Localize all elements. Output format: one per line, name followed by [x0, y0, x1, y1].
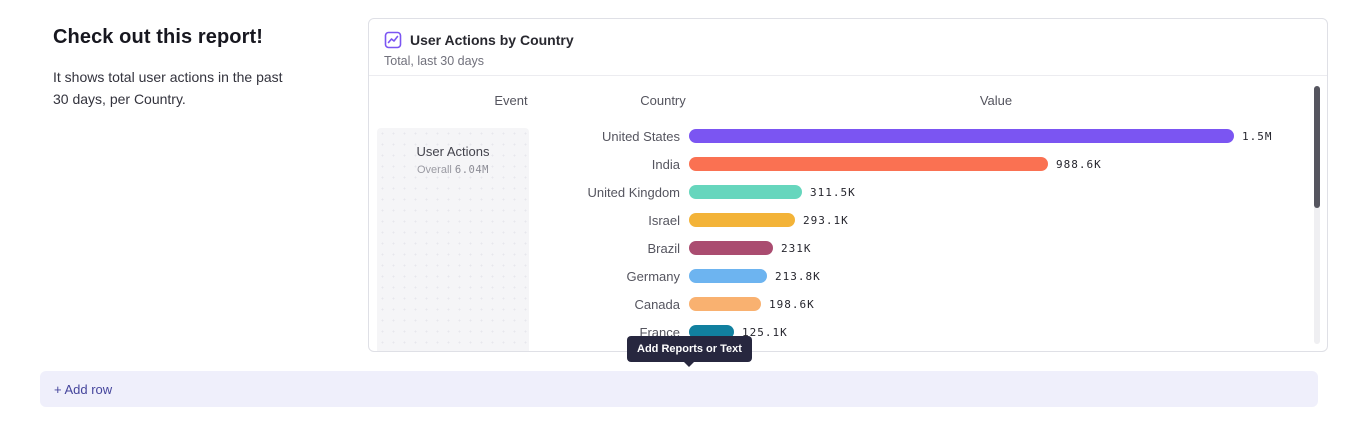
- value-label: 988.6K: [1056, 157, 1102, 171]
- value-bar[interactable]: [689, 157, 1048, 171]
- chart-row: India 988.6K: [529, 150, 1307, 178]
- scrollbar-track[interactable]: [1314, 86, 1320, 344]
- add-row-label: + Add row: [54, 381, 113, 397]
- report-title: User Actions by Country: [410, 32, 574, 48]
- country-label: United Kingdom: [587, 184, 681, 200]
- event-name: User Actions: [416, 144, 490, 159]
- add-reports-tooltip: Add Reports or Text: [627, 336, 752, 362]
- country-label: India: [651, 156, 680, 172]
- value-label: 311.5K: [810, 185, 856, 199]
- country-label: Canada: [634, 296, 680, 312]
- column-header-value: Value: [979, 93, 1013, 108]
- value-bar[interactable]: [689, 297, 761, 311]
- report-chart-icon: [384, 31, 402, 49]
- value-bar[interactable]: [689, 129, 1234, 143]
- column-header-event: Event: [494, 93, 528, 108]
- value-label: 125.1K: [742, 325, 788, 339]
- country-label: Israel: [648, 212, 680, 228]
- add-row-button[interactable]: + Add row: [40, 371, 1318, 407]
- event-overall-value: 6.04M: [454, 164, 489, 176]
- chart-row: United States 1.5M: [529, 122, 1307, 150]
- chart-row: United Kingdom 311.5K: [529, 178, 1307, 206]
- report-card-header: User Actions by Country Total, last 30 d…: [369, 19, 1327, 76]
- column-header-country: Country: [640, 93, 686, 108]
- value-bar[interactable]: [689, 213, 795, 227]
- value-label: 1.5M: [1242, 129, 1273, 143]
- page-description: It shows total user actions in the past …: [53, 69, 283, 107]
- event-overall: Overall 6.04M: [377, 164, 529, 176]
- value-label: 213.8K: [775, 269, 821, 283]
- intro-section: Check out this report! It shows total us…: [53, 26, 313, 110]
- chart-row: Canada 198.6K: [529, 290, 1307, 318]
- country-label: United States: [601, 128, 680, 144]
- chart-rows: United States 1.5M India 988.6K United Kingd…: [529, 122, 1307, 346]
- scrollbar-thumb[interactable]: [1314, 86, 1320, 208]
- country-label: Germany: [626, 268, 680, 284]
- value-label: 231K: [781, 241, 812, 255]
- value-bar[interactable]: [689, 185, 802, 199]
- report-subtitle: Total, last 30 days: [384, 54, 485, 68]
- page-title: Check out this report!: [53, 26, 263, 48]
- chart-row: Germany 213.8K: [529, 262, 1307, 290]
- chart-row: Israel 293.1K: [529, 206, 1307, 234]
- country-label: Brazil: [647, 240, 680, 256]
- event-cell[interactable]: User Actions Overall 6.04M: [377, 128, 529, 351]
- value-label: 198.6K: [769, 297, 815, 311]
- value-bar[interactable]: [689, 269, 767, 283]
- value-bar[interactable]: [689, 241, 773, 255]
- report-card: User Actions by Country Total, last 30 d…: [368, 18, 1328, 352]
- chart-row: Brazil 231K: [529, 234, 1307, 262]
- value-label: 293.1K: [803, 213, 849, 227]
- event-overall-label: Overall: [416, 164, 452, 176]
